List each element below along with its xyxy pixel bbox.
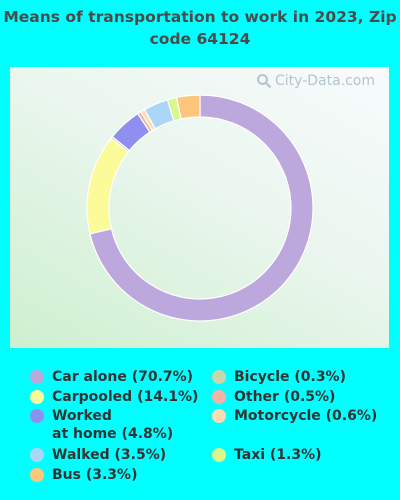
donut-slice-0: [89, 94, 314, 322]
legend-label: Motorcycle (0.6%): [234, 408, 378, 424]
legend-item: Taxi (1.3%): [212, 446, 322, 464]
legend: Car alone (70.7%) Carpooled (14.1%) Worked…: [0, 360, 400, 490]
legend-label: Carpooled (14.1%): [52, 388, 199, 405]
donut-slice-8: [175, 94, 201, 120]
watermark: City-Data.com: [256, 73, 375, 89]
plot-area: City-Data.com: [10, 67, 389, 348]
legend-swatch: [212, 370, 226, 384]
chart-title: Means of transportation to work in 2023,…: [3, 8, 397, 48]
legend-item: Bus (3.3%): [30, 466, 137, 484]
legend-swatch: [30, 467, 44, 482]
legend-swatch: [212, 409, 226, 423]
legend-item: Motorcycle (0.6%): [212, 407, 377, 425]
watermark-text: City-Data.com: [274, 73, 375, 89]
legend-label: Bicycle (0.3%): [234, 369, 346, 385]
legend-item: Bicycle (0.3%): [212, 368, 346, 386]
legend-item: Other (0.5%): [212, 388, 335, 406]
magnifier-icon: [256, 74, 272, 89]
legend-swatch: [212, 389, 226, 404]
legend-swatch: [212, 448, 226, 462]
legend-swatch: [30, 389, 44, 404]
legend-swatch: [30, 409, 44, 423]
legend-item: Walked (3.5%): [30, 446, 166, 464]
legend-label: Other (0.5%): [234, 388, 336, 405]
legend-label: Worked at home (4.8%): [52, 408, 174, 442]
legend-swatch: [30, 370, 44, 384]
legend-item: Worked at home (4.8%): [30, 407, 173, 443]
legend-item: Car alone (70.7%): [30, 368, 193, 386]
legend-label: Walked (3.5%): [52, 447, 167, 463]
legend-swatch: [30, 448, 44, 462]
legend-label: Car alone (70.7%): [52, 369, 194, 385]
donut-chart: [86, 94, 314, 322]
legend-label: Bus (3.3%): [52, 466, 138, 483]
donut-slice-1: [86, 137, 130, 235]
legend-label: Taxi (1.3%): [234, 447, 322, 463]
legend-item: Carpooled (14.1%): [30, 388, 198, 406]
